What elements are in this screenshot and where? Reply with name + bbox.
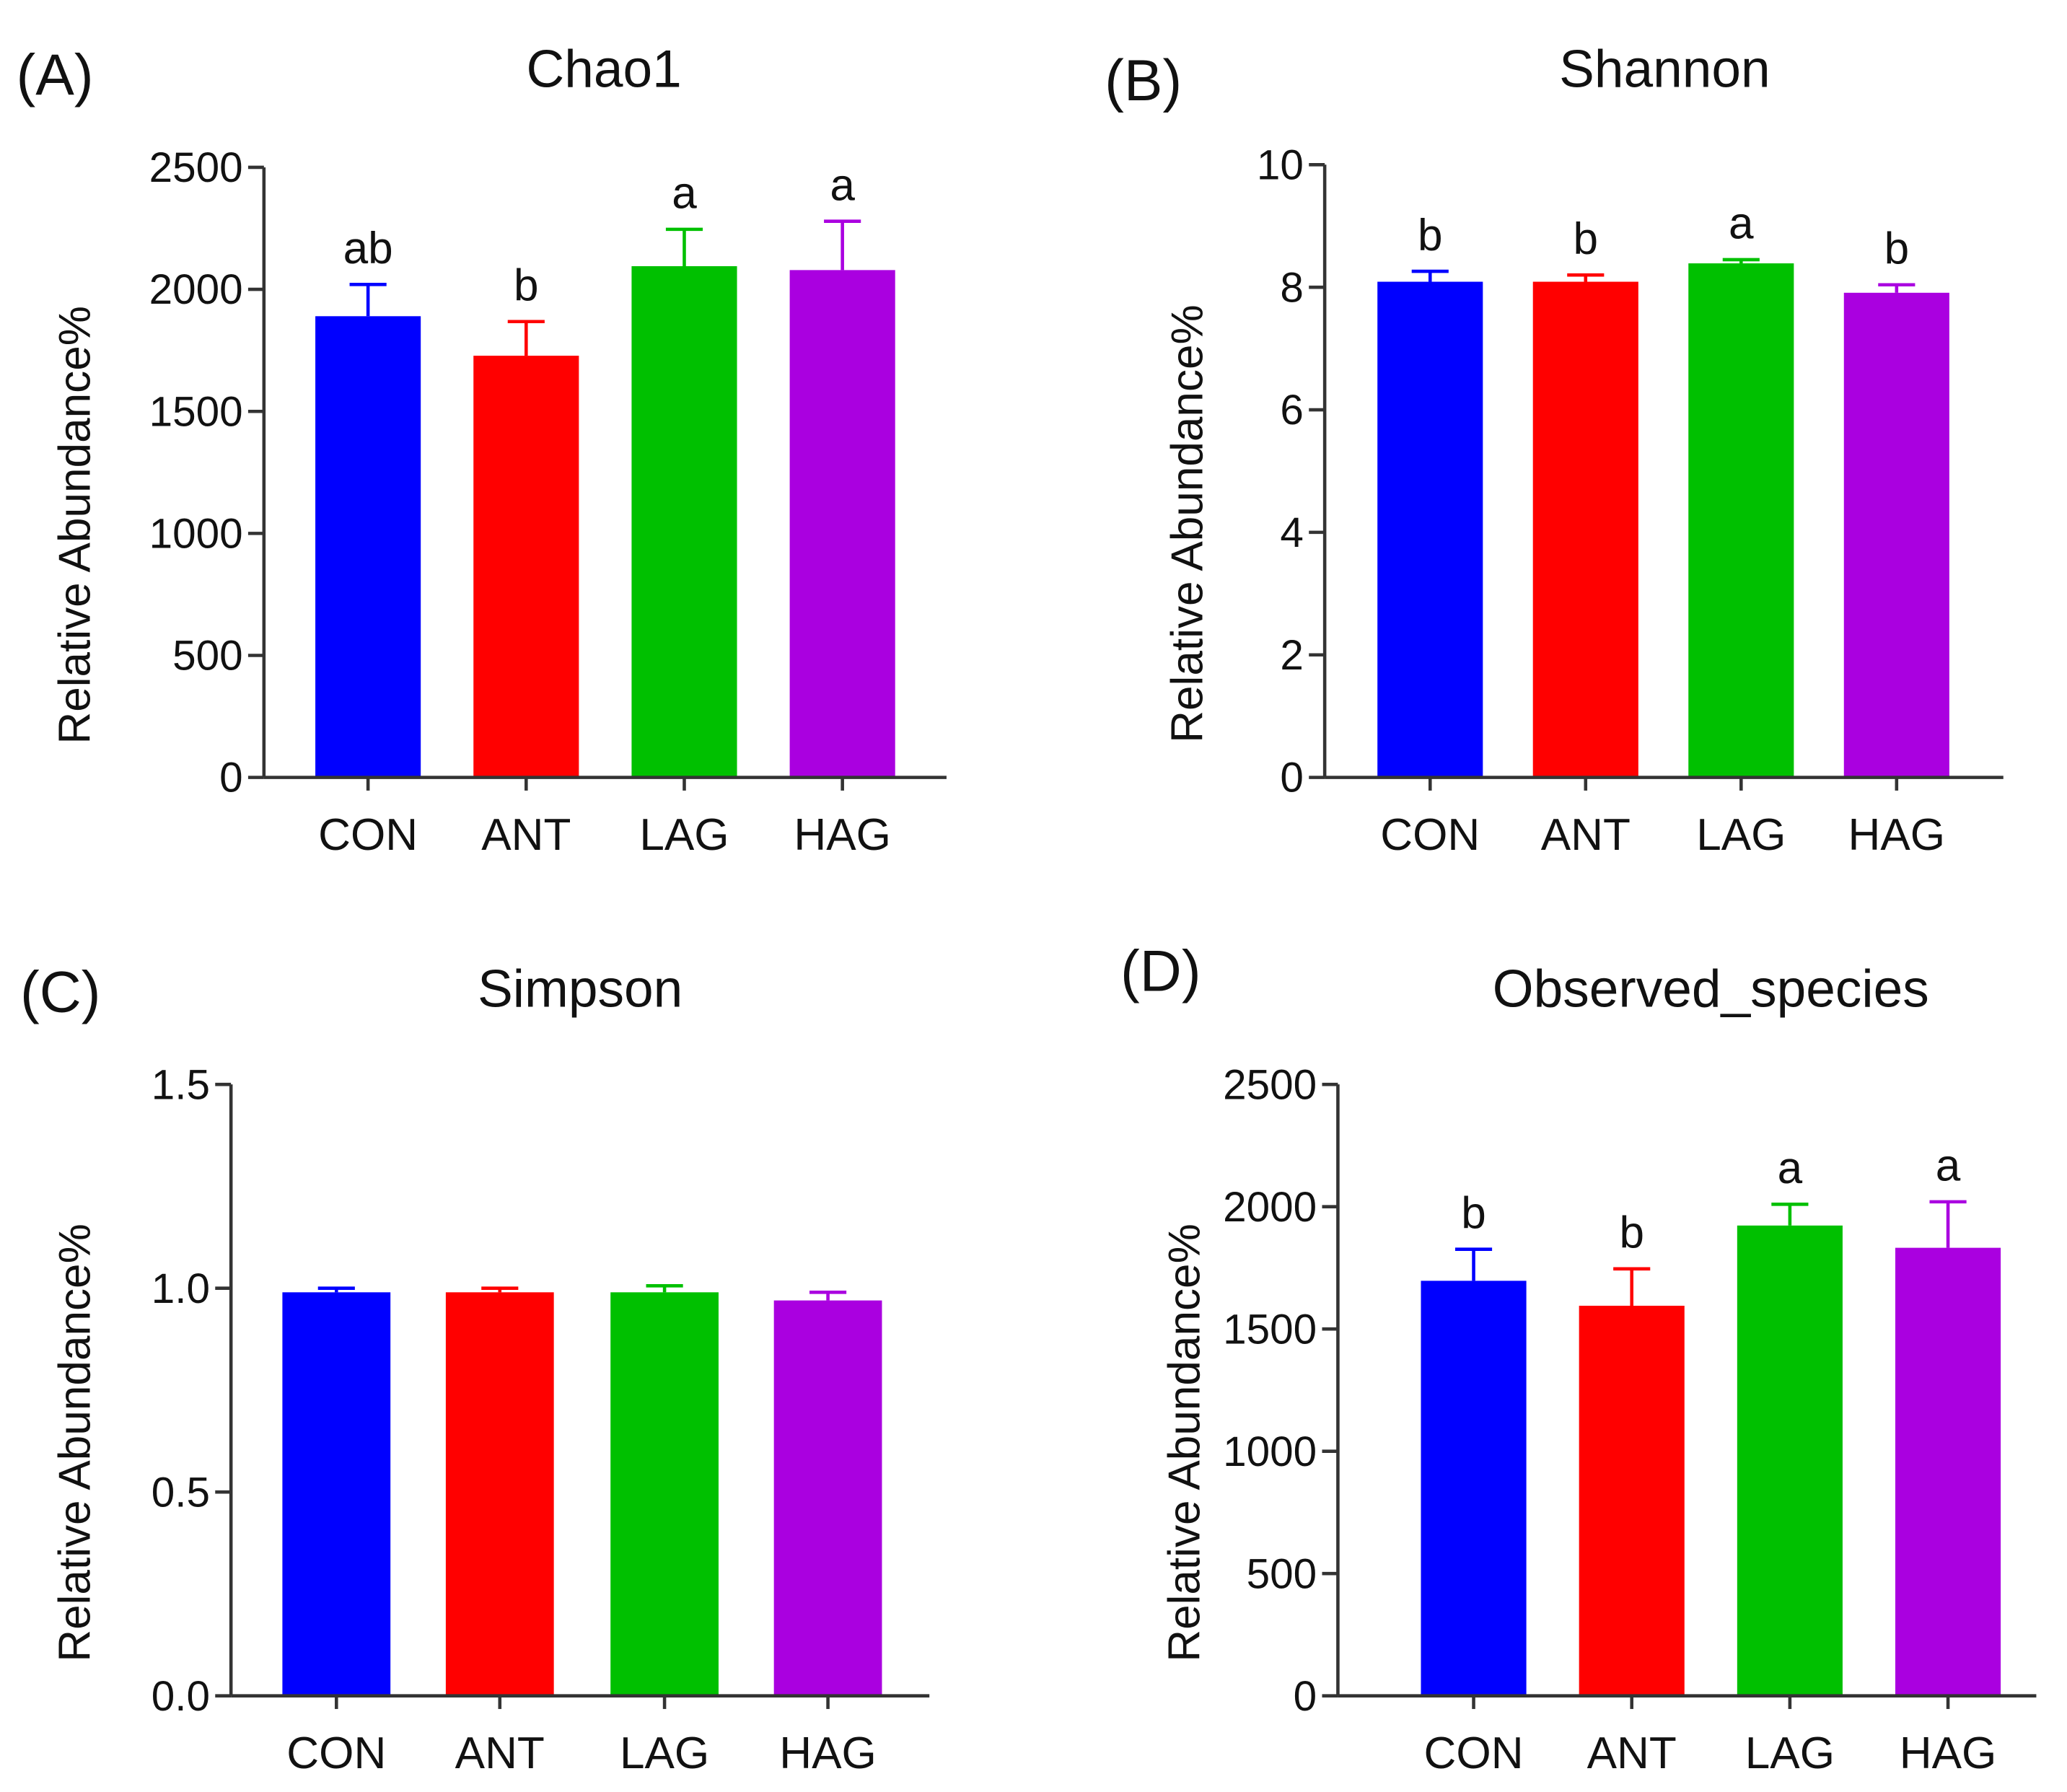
x-tick-label: HAG <box>794 810 891 860</box>
significance-label: a <box>830 160 855 210</box>
y-axis-label: Relative Abundance% <box>1160 1224 1210 1662</box>
panel-label: (D) <box>1120 939 1201 1004</box>
bar-ant <box>473 356 579 778</box>
panel-b: (B) Shannon Relative Abundance% b CON b ANT a LA… <box>1105 40 2004 860</box>
y-tick-label: 8 <box>1280 264 1304 311</box>
y-tick-label: 0.5 <box>152 1469 210 1516</box>
chart-title: Chao1 <box>526 40 681 99</box>
x-tick-label: LAG <box>620 1729 709 1778</box>
x-tick-label: ANT <box>1541 810 1631 860</box>
y-tick-label: 0 <box>1294 1673 1317 1720</box>
bar-hag <box>1843 292 1949 778</box>
significance-label: b <box>1574 214 1599 264</box>
y-tick-label: 2000 <box>149 266 243 313</box>
bar-lag <box>1688 263 1794 778</box>
y-tick-label: 6 <box>1280 387 1304 434</box>
x-tick-label: ANT <box>455 1729 545 1778</box>
y-tick-label: 1000 <box>149 510 243 557</box>
bar-ant <box>1532 281 1638 778</box>
y-tick-label: 500 <box>172 633 243 680</box>
panel-d: (D) Observed_species Relative Abundance% b C… <box>1120 939 2037 1778</box>
y-axis-label: Relative Abundance% <box>51 1224 100 1662</box>
chart-title: Observed_species <box>1493 959 1929 1018</box>
bar-con <box>1377 281 1483 778</box>
x-tick-label: ANT <box>1587 1729 1677 1778</box>
y-tick-label: 2 <box>1280 632 1304 679</box>
panel-a: (A) Chao1 Relative Abundance% ab CON b ANT a LAG… <box>16 40 947 860</box>
y-axis-label: Relative Abundance% <box>1162 304 1212 743</box>
y-tick-label: 1500 <box>149 388 243 435</box>
x-tick-label: LAG <box>1745 1729 1835 1778</box>
panel-label: (A) <box>16 43 93 108</box>
y-tick-label: 0 <box>1280 755 1304 801</box>
y-tick-label: 1500 <box>1223 1306 1317 1353</box>
y-tick-label: 500 <box>1247 1550 1317 1597</box>
bar-ant <box>1579 1305 1685 1696</box>
bar-lag <box>631 265 737 778</box>
bar-hag <box>1895 1247 2001 1696</box>
bar-lag <box>610 1292 719 1696</box>
panel-label: (B) <box>1105 48 1182 113</box>
significance-label: ab <box>343 224 393 273</box>
y-tick-label: 10 <box>1257 141 1304 188</box>
significance-label: a <box>1778 1143 1803 1193</box>
significance-label: b <box>1461 1188 1486 1238</box>
y-tick-label: 2500 <box>1223 1061 1317 1108</box>
y-tick-label: 0 <box>219 755 243 801</box>
significance-label: b <box>1418 211 1443 260</box>
bar-hag <box>789 270 895 778</box>
chart-title: Simpson <box>478 959 683 1018</box>
y-tick-label: 2000 <box>1223 1184 1317 1231</box>
y-tick-label: 4 <box>1280 509 1304 556</box>
significance-label: b <box>1884 224 1910 274</box>
y-axis-label: Relative Abundance% <box>51 306 100 745</box>
x-tick-label: CON <box>1380 810 1480 860</box>
bar-hag <box>773 1300 882 1696</box>
bar-con <box>282 1292 391 1696</box>
y-tick-label: 2500 <box>149 144 243 191</box>
x-tick-label: CON <box>1424 1729 1524 1778</box>
x-tick-label: ANT <box>481 810 571 860</box>
significance-label: a <box>1936 1141 1961 1191</box>
panel-label: (C) <box>20 960 101 1025</box>
significance-label: b <box>1619 1208 1644 1258</box>
x-tick-label: HAG <box>779 1729 877 1778</box>
x-tick-label: HAG <box>1900 1729 1997 1778</box>
significance-label: a <box>1729 199 1754 249</box>
y-tick-label: 1.0 <box>152 1265 210 1312</box>
x-tick-label: CON <box>318 810 418 860</box>
x-tick-label: LAG <box>1696 810 1786 860</box>
y-tick-label: 1.5 <box>152 1061 210 1108</box>
chart-title: Shannon <box>1559 40 1770 99</box>
x-tick-label: LAG <box>639 810 729 860</box>
bar-lag <box>1737 1225 1843 1696</box>
bar-con <box>315 316 421 778</box>
x-tick-label: CON <box>286 1729 386 1778</box>
bar-con <box>1421 1281 1527 1696</box>
significance-label: a <box>672 169 697 219</box>
x-tick-label: HAG <box>1848 810 1946 860</box>
y-tick-label: 1000 <box>1223 1428 1317 1475</box>
panel-c: (C) Simpson Relative Abundance% CON ANT LAG HA… <box>20 959 930 1778</box>
significance-label: b <box>514 261 539 311</box>
y-tick-label: 0.0 <box>152 1673 210 1720</box>
bar-ant <box>445 1292 554 1696</box>
